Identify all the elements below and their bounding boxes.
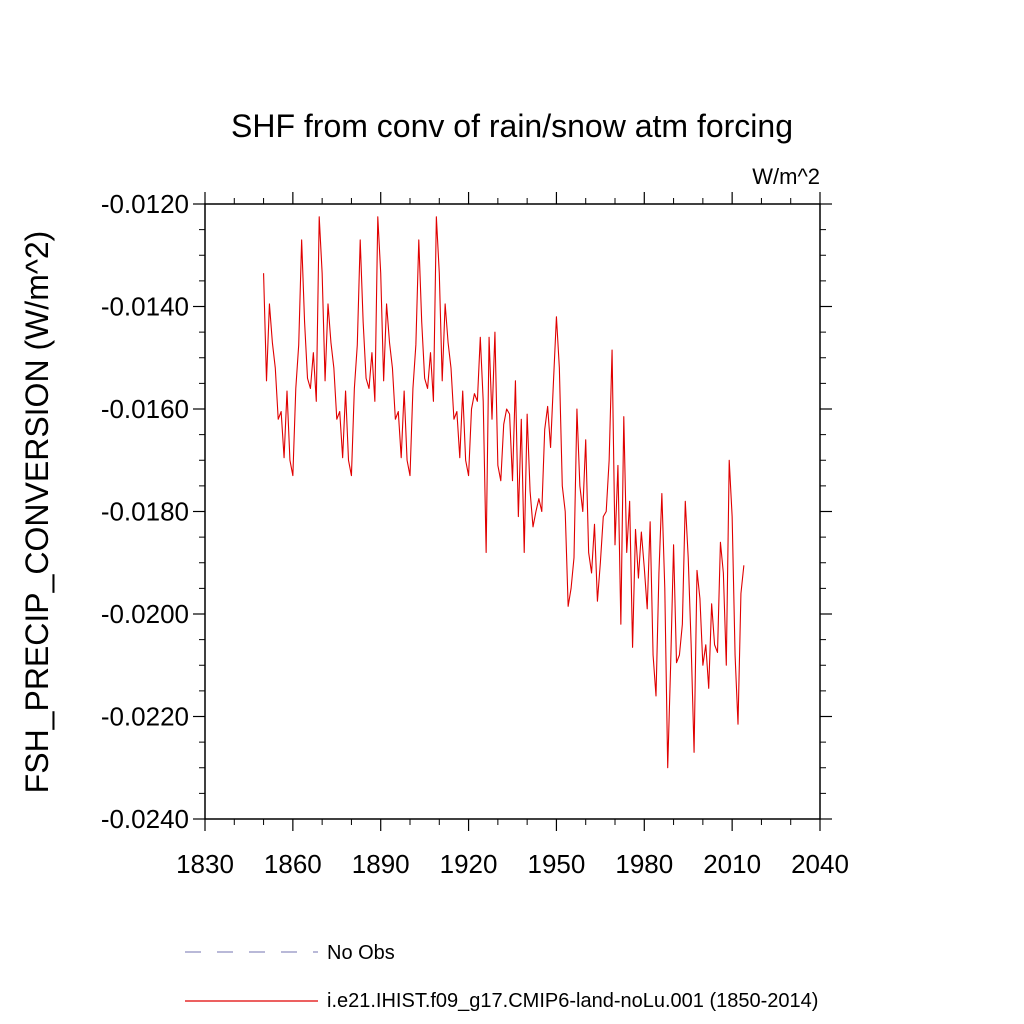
x-tick-label: 1830 xyxy=(176,849,234,879)
series-group xyxy=(263,216,745,769)
y-tick-label: -0.0220 xyxy=(101,702,189,732)
y-tick-labels: -0.0240 -0.0220 -0.0200 -0.0180 -0.0160 -0.01… xyxy=(101,189,189,834)
y-tick-label: -0.0200 xyxy=(101,599,189,629)
chart-title: SHF from conv of rain/snow atm forcing xyxy=(231,108,793,144)
legend-label-model: i.e21.IHIST.f09_g17.CMIP6-land-noLu.001 … xyxy=(327,990,818,1012)
x-tick-label: 2010 xyxy=(703,849,761,879)
y-tick-label: -0.0180 xyxy=(101,497,189,527)
legend: No Obs i.e21.IHIST.f09_g17.CMIP6-land-no… xyxy=(185,942,818,1012)
y-tick-label: -0.0140 xyxy=(101,292,189,322)
y-tick-label: -0.0160 xyxy=(101,394,189,424)
y-axis-label: FSH_PRECIP_CONVERSION (W/m^2) xyxy=(19,231,55,794)
legend-label-no-obs: No Obs xyxy=(327,942,395,964)
x-tick-label: 1860 xyxy=(264,849,322,879)
x-tick-label: 1980 xyxy=(615,849,673,879)
plot-frame xyxy=(204,203,821,820)
units-label: W/m^2 xyxy=(752,164,820,189)
x-tick-label: 1890 xyxy=(352,849,410,879)
x-tick-label: 1920 xyxy=(440,849,498,879)
x-tick-label: 2040 xyxy=(791,849,849,879)
y-tick-label: -0.0120 xyxy=(101,189,189,219)
x-tick-label: 1950 xyxy=(528,849,586,879)
x-tick-labels: 1830 1860 1890 1920 1950 1980 2010 2040 xyxy=(176,849,849,879)
series-line xyxy=(263,216,745,769)
y-tick-label: -0.0240 xyxy=(101,804,189,834)
axis-ticks xyxy=(193,192,832,831)
